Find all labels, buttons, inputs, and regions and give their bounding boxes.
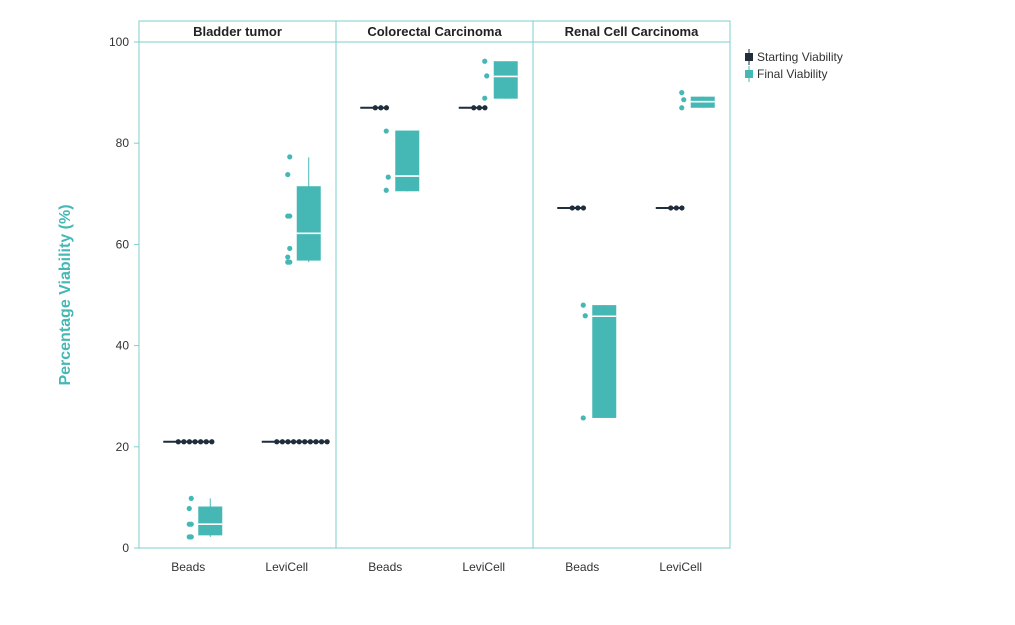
starting-viability-point <box>192 439 198 445</box>
legend-label: Starting Viability <box>757 50 843 64</box>
starting-viability-point <box>186 439 193 445</box>
starting-viability-point <box>198 439 204 445</box>
box-group: Beads <box>557 205 617 574</box>
panel: Colorectal Carcinoma Beads LeviCell <box>335 21 518 574</box>
final-viability-point <box>482 95 488 101</box>
starting-viability-point <box>296 439 302 445</box>
plot-frame <box>138 20 731 549</box>
panel: Bladder tumor Beads LeviCell <box>163 24 330 574</box>
starting-viability-point <box>476 105 482 111</box>
final-viability-point <box>484 73 490 79</box>
starting-viability-point <box>274 439 280 445</box>
y-axis-label: Percentage Viability (%) <box>57 204 74 385</box>
y-tick-label: 80 <box>116 136 130 150</box>
final-viability-point <box>287 259 293 265</box>
starting-viability-point <box>383 105 390 111</box>
starting-viability-point <box>209 439 215 445</box>
starting-viability-point <box>181 439 187 445</box>
starting-viability-point <box>378 105 384 111</box>
legend-swatch <box>745 53 753 61</box>
legend-item: Starting Viability <box>745 49 843 65</box>
final-viability-point <box>287 245 293 252</box>
starting-viability-point <box>285 439 291 445</box>
panel-title: Bladder tumor <box>193 24 282 39</box>
final-viability-point <box>188 521 194 527</box>
starting-viability-point <box>324 439 330 445</box>
starting-viability-point <box>569 205 575 211</box>
legend-label: Final Viability <box>757 67 827 81</box>
final-viability-point <box>188 495 194 502</box>
box-group: LeviCell <box>261 154 330 574</box>
plot-border <box>138 20 731 549</box>
final-viability-point <box>285 171 291 178</box>
starting-viability-point <box>279 439 285 445</box>
starting-viability-point <box>372 105 378 111</box>
x-category-label: LeviCell <box>659 560 702 574</box>
final-viability-point <box>285 254 291 260</box>
x-category-label: Beads <box>565 560 599 574</box>
final-viability-point <box>582 313 588 319</box>
final-viability-box <box>296 186 321 261</box>
final-viability-point <box>383 128 389 134</box>
starting-viability-point <box>575 205 581 211</box>
starting-viability-point <box>471 105 477 111</box>
x-category-label: Beads <box>171 560 205 574</box>
final-viability-point <box>186 505 192 512</box>
final-viability-box <box>395 130 420 192</box>
x-category-label: LeviCell <box>265 560 308 574</box>
y-tick-label: 100 <box>109 35 129 49</box>
starting-viability-point <box>482 105 488 111</box>
starting-viability-point <box>302 439 308 445</box>
box-group: LeviCell <box>655 90 715 574</box>
box-group: LeviCell <box>458 58 518 574</box>
panel: Renal Cell Carcinoma Beads LeviCell <box>532 21 715 574</box>
y-tick-label: 0 <box>122 541 129 555</box>
y-tick-label: 20 <box>116 440 130 454</box>
starting-viability-point <box>673 205 679 211</box>
final-viability-point <box>679 90 685 96</box>
final-viability-box <box>198 506 223 536</box>
x-category-label: LeviCell <box>462 560 505 574</box>
starting-viability-point <box>175 439 181 445</box>
legend-swatch <box>745 70 753 78</box>
final-viability-box <box>592 305 617 418</box>
starting-viability-point <box>313 439 319 445</box>
final-viability-point <box>580 302 586 308</box>
x-category-label: Beads <box>368 560 402 574</box>
box-group: Beads <box>360 105 420 574</box>
legend: Starting Viability Final Viability <box>745 49 843 82</box>
starting-viability-point <box>668 205 674 211</box>
final-viability-point <box>287 213 293 219</box>
final-viability-point <box>188 534 194 540</box>
starting-viability-point <box>290 439 297 445</box>
final-viability-point <box>482 58 488 64</box>
final-viability-point <box>681 97 687 103</box>
final-viability-point <box>383 187 389 193</box>
legend-item: Final Viability <box>745 66 827 82</box>
final-viability-point <box>679 105 685 111</box>
final-viability-box <box>493 61 518 99</box>
y-tick-label: 60 <box>116 237 130 251</box>
starting-viability-point <box>318 439 325 445</box>
starting-viability-point <box>580 205 587 211</box>
final-viability-point <box>287 154 293 160</box>
starting-viability-point <box>679 205 685 211</box>
final-viability-point <box>580 415 586 421</box>
starting-viability-point <box>307 439 313 445</box>
panel-title: Colorectal Carcinoma <box>367 24 502 39</box>
y-axis: 0 20 40 60 80 100 <box>109 35 139 555</box>
starting-viability-point <box>203 439 209 445</box>
panel-title: Renal Cell Carcinoma <box>565 24 699 39</box>
y-tick-label: 40 <box>116 339 130 353</box>
final-viability-point <box>385 174 391 180</box>
box-group: Beads <box>163 439 223 574</box>
